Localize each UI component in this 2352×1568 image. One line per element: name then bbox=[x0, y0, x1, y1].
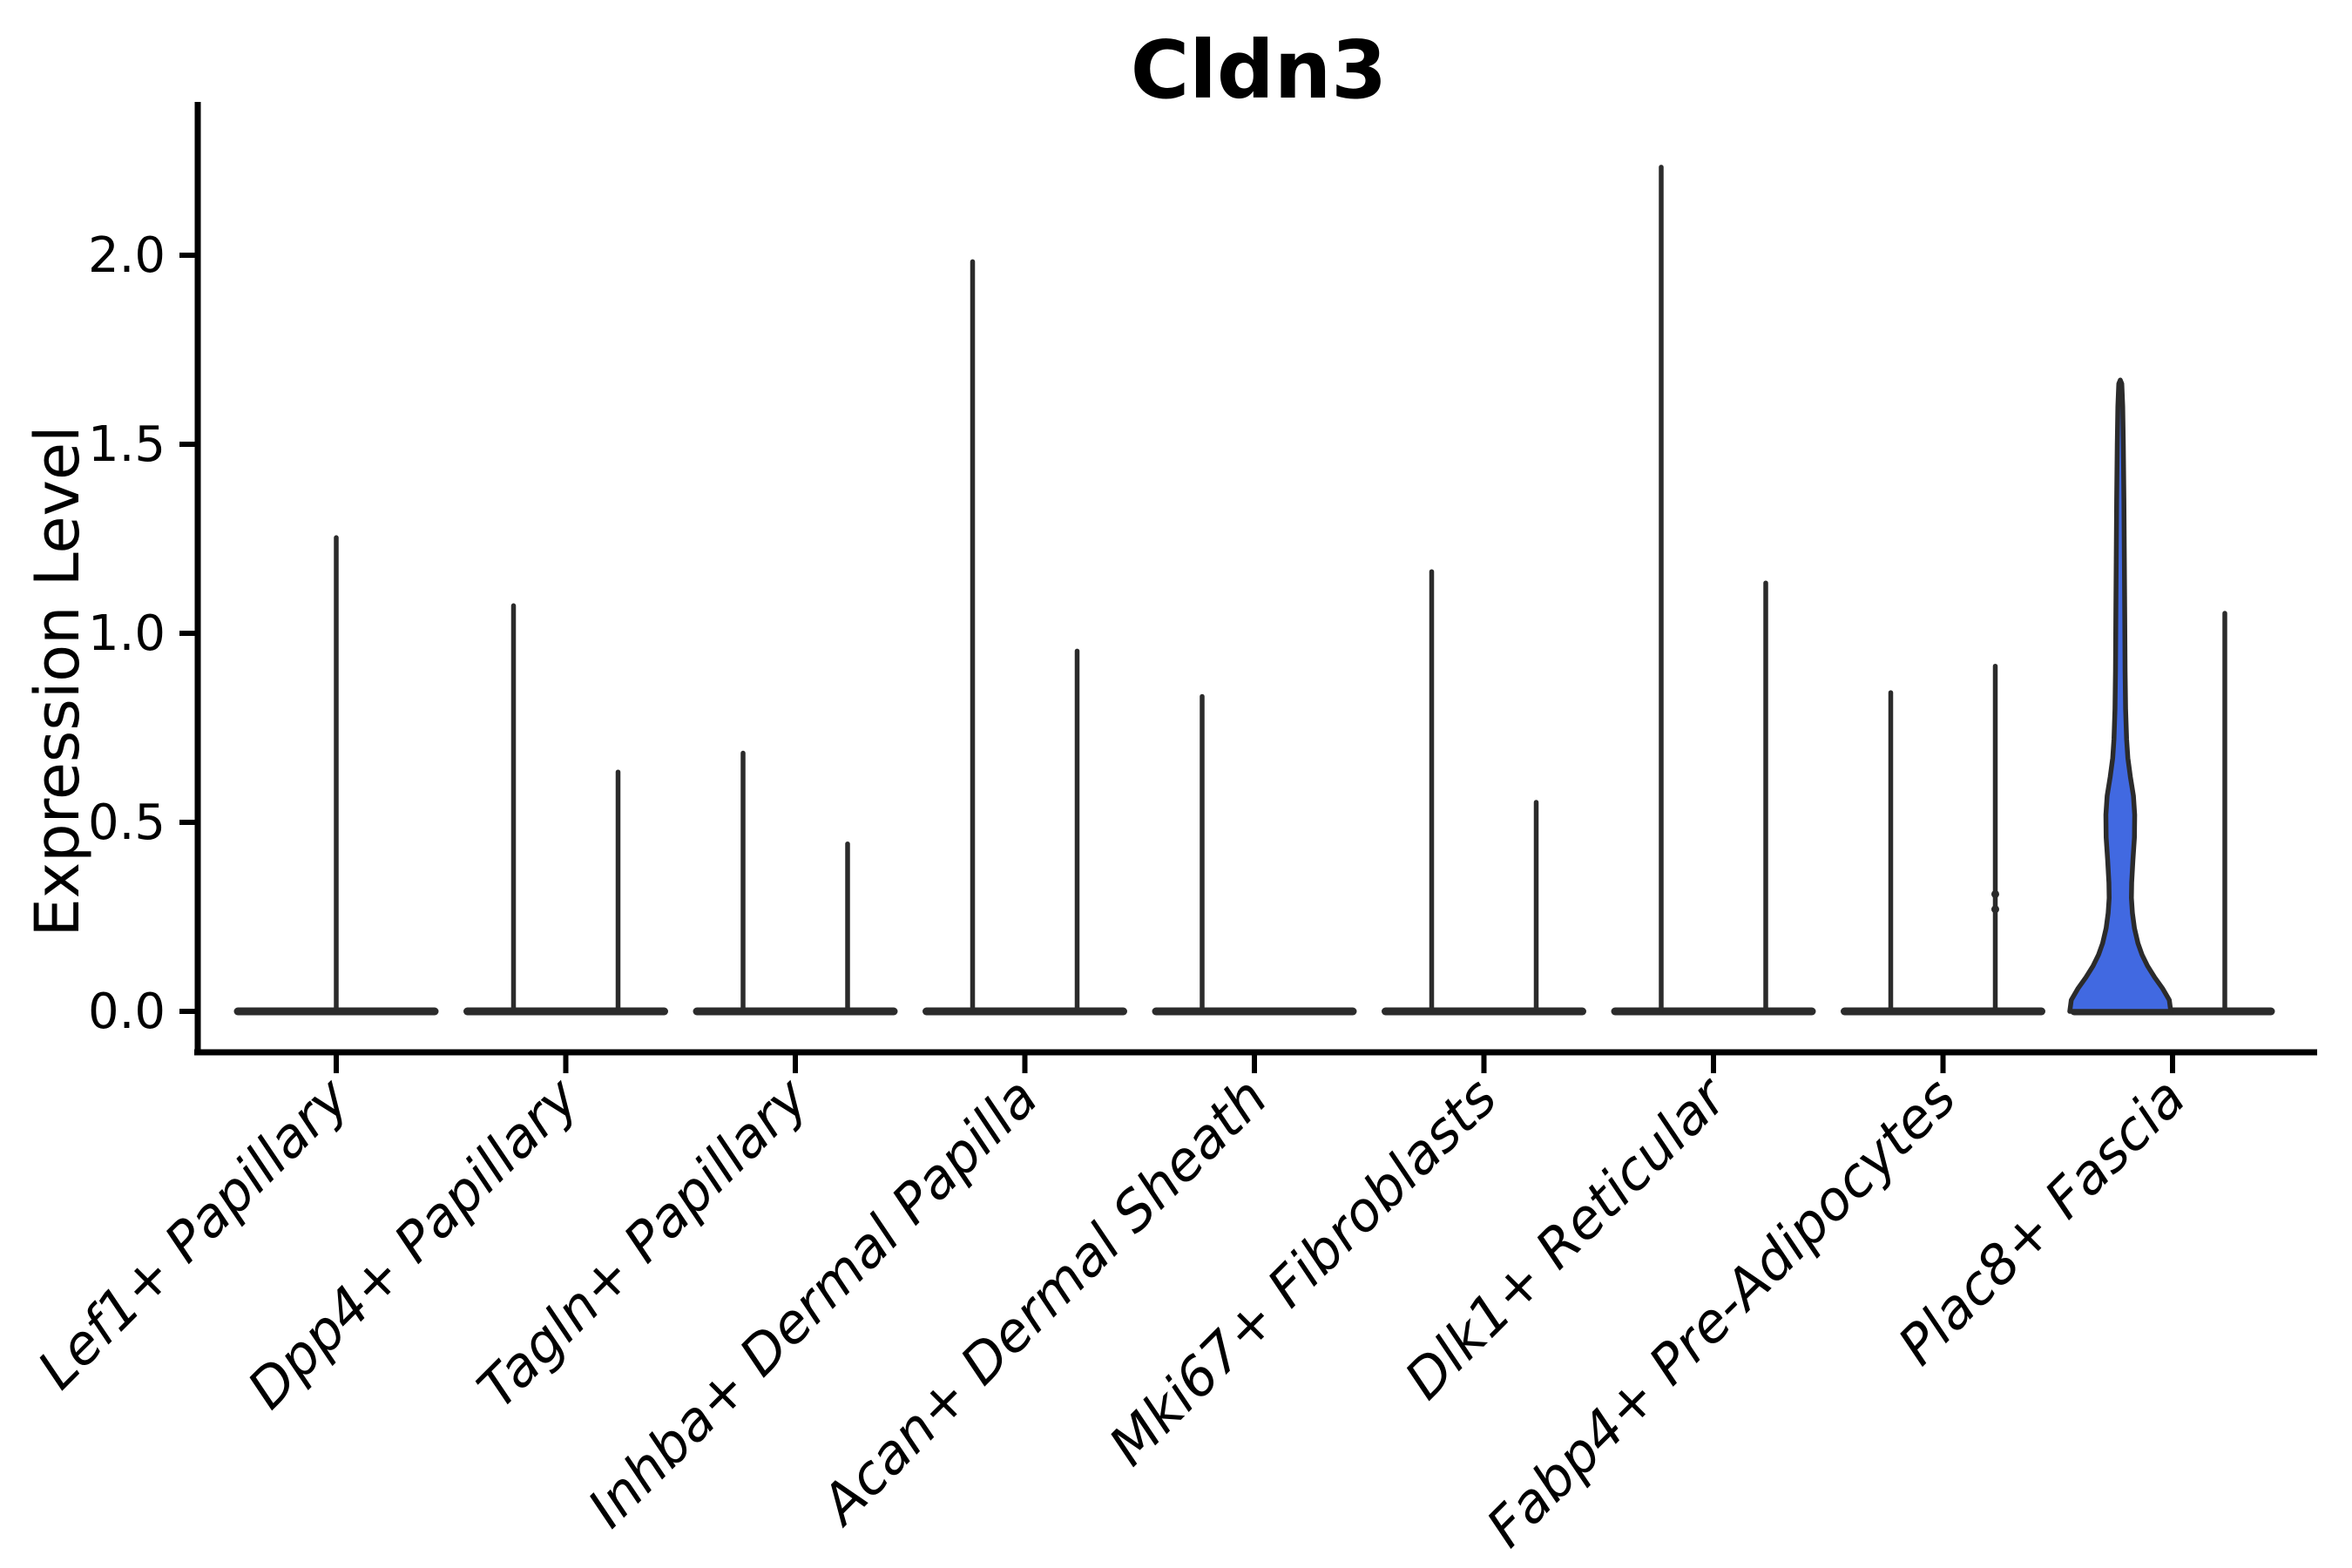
y-tick-label: 2.0 bbox=[88, 227, 166, 284]
violin-filled bbox=[2067, 377, 2173, 1014]
y-tick-label: 0.5 bbox=[88, 794, 166, 851]
jitter-point bbox=[1991, 905, 1999, 914]
y-tick-label: 0.0 bbox=[88, 983, 166, 1040]
y-tick-label: 1.0 bbox=[88, 605, 166, 662]
x-tick-label: Fabp4+ Pre-Adipocytes bbox=[1474, 1065, 1968, 1559]
y-tick-label: 1.5 bbox=[88, 416, 166, 473]
x-tick-label: Acan+ Dermal Sheath bbox=[807, 1065, 1280, 1538]
jitter-point bbox=[1991, 889, 1999, 898]
x-tick-label: Inhba+ Dermal Papilla bbox=[576, 1065, 1050, 1539]
x-tick-label: Mki67+ Fibroblasts bbox=[1097, 1065, 1509, 1477]
chart-title: Cldn3 bbox=[1130, 24, 1388, 117]
